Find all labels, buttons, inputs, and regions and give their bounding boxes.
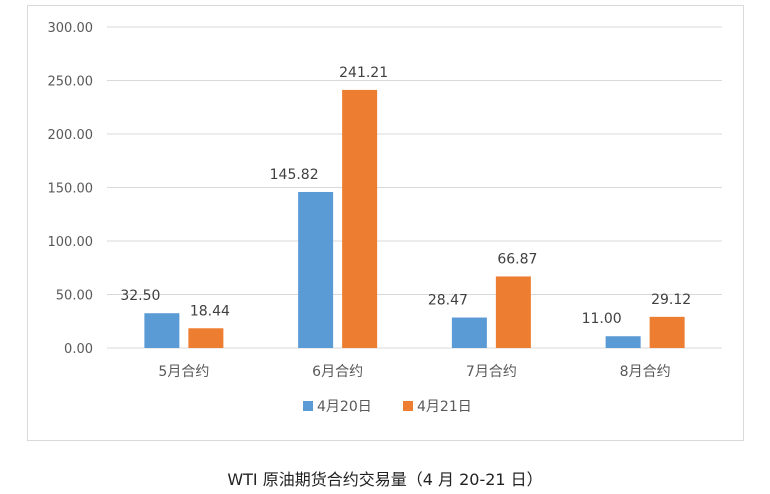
- bar: [649, 316, 685, 348]
- y-axis-ticks: 0.00 50.00 100.00 150.00 200.00 250.00 300.00: [48, 21, 94, 357]
- y-tick-label: 0.00: [64, 342, 93, 357]
- data-label: 32.50: [120, 288, 160, 304]
- legend-swatch: [303, 401, 313, 411]
- bar: [605, 336, 641, 348]
- data-label: 11.00: [582, 311, 622, 327]
- x-category-label: 5月合约: [158, 364, 209, 380]
- y-tick-label: 100.00: [48, 235, 94, 250]
- data-label: 28.47: [428, 293, 468, 309]
- y-tick-label: 50.00: [56, 289, 93, 304]
- bars: [144, 89, 685, 348]
- x-category-label: 7月合约: [466, 364, 517, 380]
- data-label: 18.44: [190, 303, 230, 319]
- y-tick-label: 200.00: [48, 128, 94, 143]
- gridlines: [107, 26, 722, 349]
- x-axis-categories: 5月合约 6月合约 7月合约 8月合约: [158, 364, 670, 380]
- bar: [342, 89, 378, 348]
- y-tick-label: 300.00: [48, 21, 94, 36]
- data-label: 66.87: [497, 251, 537, 267]
- legend-swatch: [403, 401, 413, 411]
- y-tick-label: 250.00: [48, 75, 94, 90]
- bar: [495, 276, 531, 348]
- data-label: 145.82: [270, 167, 319, 183]
- chart-frame: [27, 5, 744, 441]
- chart-caption: WTI 原油期货合约交易量（4 月 20-21 日）: [227, 470, 543, 489]
- bar: [451, 317, 487, 348]
- bar: [188, 328, 224, 348]
- legend: 4月20日 4月21日: [303, 399, 472, 415]
- data-label: 241.21: [339, 65, 388, 81]
- x-category-label: 8月合约: [620, 364, 671, 380]
- data-label: 29.12: [651, 292, 691, 308]
- bar: [144, 313, 180, 348]
- legend-label: 4月20日: [317, 399, 372, 415]
- y-tick-label: 150.00: [48, 182, 94, 197]
- x-category-label: 6月合约: [312, 364, 363, 380]
- bar-chart: 0.0050.00100.00150.00200.00250.00300.00 …: [48, 21, 722, 415]
- bar: [298, 191, 334, 348]
- legend-label: 4月21日: [417, 399, 472, 415]
- data-labels: 32.50 18.44 145.82 241.21 28.47 66.87 11.00 29.…: [120, 65, 691, 327]
